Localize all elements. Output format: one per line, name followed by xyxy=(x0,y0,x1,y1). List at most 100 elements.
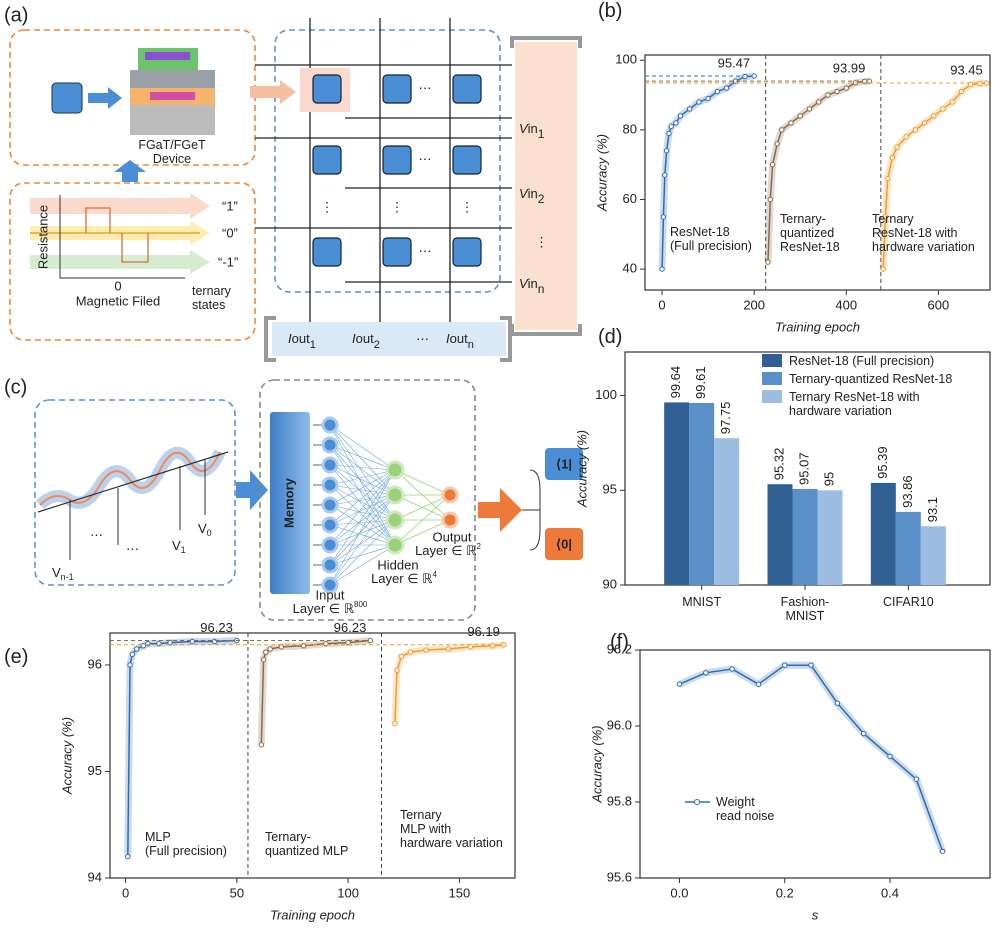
iout-label: Ioutn xyxy=(446,331,474,350)
series-label: ResNet-18 (Full precision) xyxy=(670,225,752,253)
x-tick-label: 0.0 xyxy=(670,885,688,900)
bar xyxy=(689,402,715,585)
max-label: 93.99 xyxy=(833,61,866,76)
dots: ⋯ xyxy=(419,80,432,95)
point xyxy=(323,640,329,647)
point xyxy=(660,214,667,220)
point xyxy=(806,106,813,112)
synapse xyxy=(394,469,451,496)
synapse xyxy=(329,469,396,506)
device-label: FGaT/FGeT Device xyxy=(138,138,206,166)
point xyxy=(755,681,762,687)
x-tick-label: 100 xyxy=(337,885,359,900)
synapse xyxy=(329,494,396,506)
synapse xyxy=(394,494,451,521)
v-label: V1 xyxy=(172,538,186,555)
point xyxy=(860,730,867,737)
synapse xyxy=(329,484,396,521)
neuron xyxy=(321,496,339,514)
bar xyxy=(714,438,740,585)
point xyxy=(260,656,267,663)
layer-label: Layer ∈ ℝ800 xyxy=(293,600,368,616)
arrow xyxy=(250,80,296,104)
point xyxy=(723,85,730,91)
point xyxy=(127,662,133,668)
point xyxy=(921,120,928,126)
x-tick-label: 0.2 xyxy=(776,885,794,900)
synapse xyxy=(329,519,396,566)
neuron xyxy=(321,516,339,534)
y-tick-label: 95 xyxy=(88,763,102,778)
states-label: ternary states xyxy=(192,284,231,312)
point xyxy=(686,106,693,112)
y-tick-label: 96 xyxy=(88,656,102,671)
synapse xyxy=(329,484,396,546)
point xyxy=(894,144,900,150)
synapse xyxy=(329,494,396,566)
synapse xyxy=(394,519,451,546)
bar xyxy=(920,526,946,585)
point xyxy=(423,647,429,653)
synapse xyxy=(329,524,396,546)
device-image xyxy=(130,48,215,135)
memory-block xyxy=(270,412,310,594)
point xyxy=(258,742,265,748)
layer-label: Hidden xyxy=(377,557,418,572)
network-box xyxy=(259,379,476,621)
v-label: Vn-1 xyxy=(52,565,74,582)
layer-label: Input xyxy=(316,587,345,602)
legend-label: Weight read noise xyxy=(716,795,775,823)
point xyxy=(729,666,735,672)
vin-label: Vinn xyxy=(519,276,544,296)
dots: ⋯ xyxy=(416,331,429,346)
point xyxy=(140,643,147,649)
synapse xyxy=(329,469,396,546)
hysteresis xyxy=(85,207,149,263)
vin-bar xyxy=(515,42,577,330)
point xyxy=(834,88,840,95)
memory-label: Memory xyxy=(281,477,296,528)
point xyxy=(767,196,773,203)
max-label: 96.23 xyxy=(200,620,233,635)
point xyxy=(825,92,831,98)
plot-frame xyxy=(639,649,991,879)
legend-label: ResNet-18 (Full precision) xyxy=(789,353,935,368)
point xyxy=(834,700,841,706)
neuron xyxy=(385,485,405,505)
point xyxy=(815,99,822,105)
synapse xyxy=(329,464,396,521)
series-band xyxy=(124,636,238,857)
series-band xyxy=(391,641,505,724)
array-box xyxy=(274,29,501,293)
synapse xyxy=(329,519,396,526)
x-tick-label: Fashion- MNIST xyxy=(780,595,830,623)
x-tick-label: 0 xyxy=(122,885,129,900)
series-line xyxy=(679,664,944,852)
synapse xyxy=(329,464,396,496)
point xyxy=(912,127,919,133)
point xyxy=(774,141,780,147)
y-tick-label: 90 xyxy=(603,576,617,591)
cells xyxy=(312,74,482,267)
value-label: 93.86 xyxy=(900,475,915,508)
legend-label: Ternary ResNet-18 with hardware variatio… xyxy=(789,389,920,418)
value-label: 99.61 xyxy=(693,366,708,399)
point xyxy=(903,134,909,140)
point xyxy=(673,120,679,126)
neuron xyxy=(321,556,339,574)
neuron xyxy=(321,476,339,494)
bra-label: ⟨0| xyxy=(556,536,572,551)
origin-label: 0 xyxy=(114,278,121,293)
synapse xyxy=(329,424,396,496)
point xyxy=(666,130,672,137)
y-axis-label: Accuracy (%) xyxy=(594,134,609,212)
plot-frame xyxy=(644,54,991,291)
max-label: 95.47 xyxy=(718,55,751,70)
dots: ⋯ xyxy=(90,527,103,542)
y-tick-label: 95 xyxy=(603,482,617,497)
series-band xyxy=(678,661,946,853)
crossbar-lines xyxy=(255,18,512,322)
x-tick-label: 400 xyxy=(835,297,857,312)
arrow xyxy=(114,160,146,182)
